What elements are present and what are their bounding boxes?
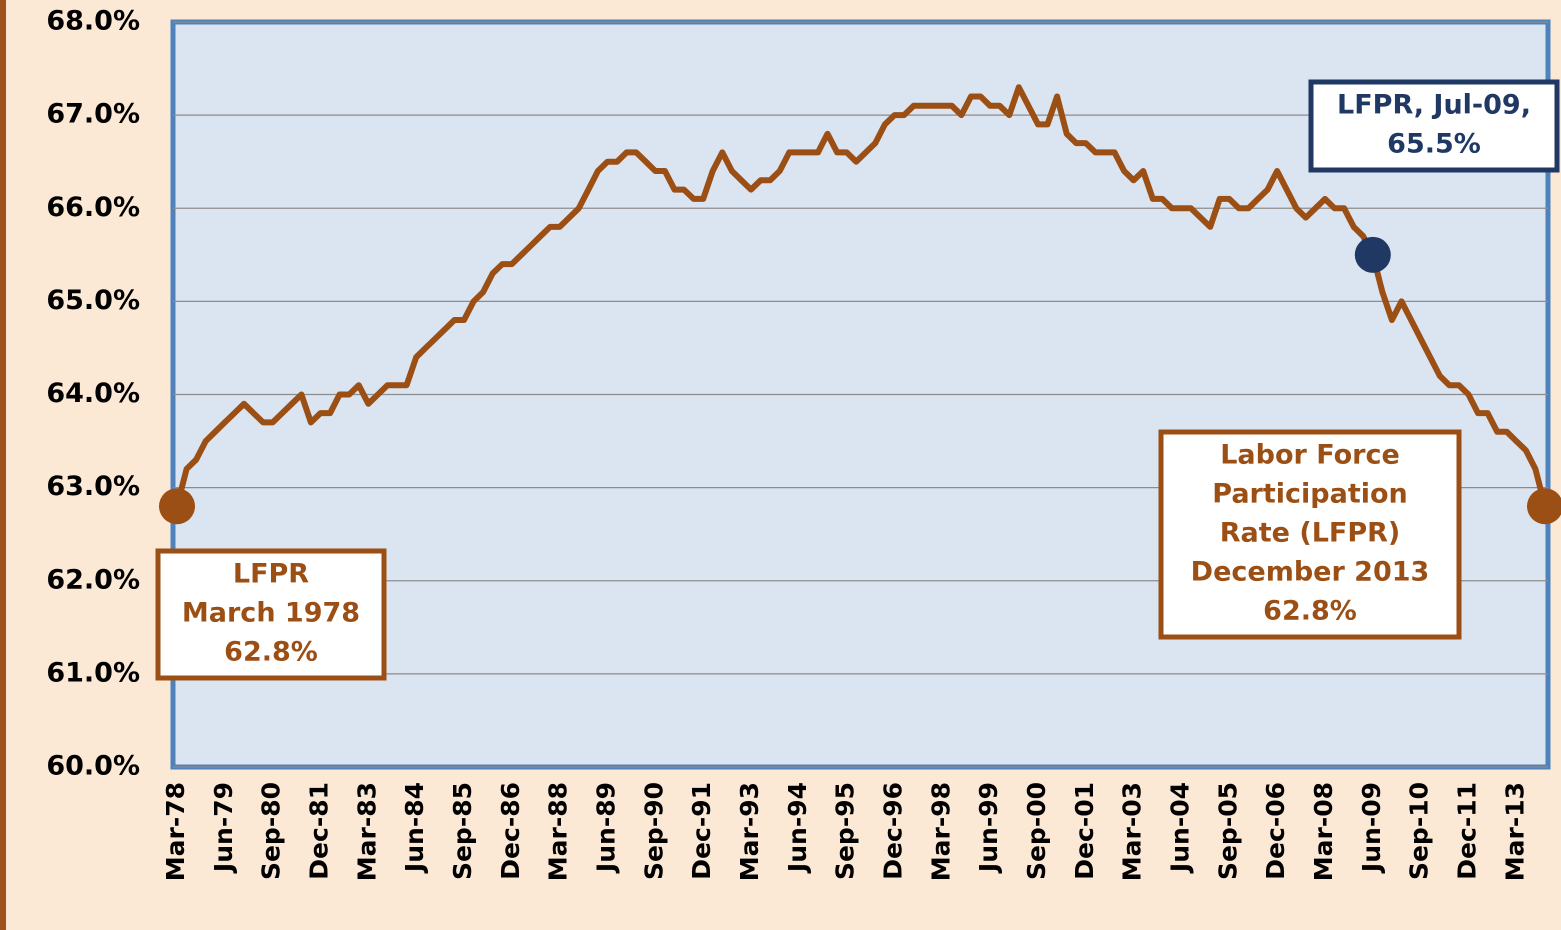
x-tick-label: Mar-13 [1500,782,1529,881]
y-tick-label: 64.0% [46,378,140,409]
x-tick-label: Jun-09 [1357,782,1386,874]
x-tick-label: Dec-06 [1261,782,1290,880]
annotation-text: Labor Force [1220,440,1400,471]
y-tick-label: 67.0% [46,99,140,130]
x-tick-label: Dec-86 [496,782,525,880]
annotation-text: LFPR, Jul-09, [1337,90,1531,121]
x-tick-label: Jun-04 [1165,782,1194,874]
x-tick-label: Jun-84 [400,782,429,874]
x-tick-label: Mar-93 [735,782,764,881]
x-tick-label: Sep-00 [1022,782,1051,880]
y-tick-label: 62.0% [46,564,140,595]
x-tick-label: Sep-85 [448,782,477,880]
x-tick-label: Dec-01 [1070,782,1099,880]
x-tick-label: Mar-08 [1309,782,1338,881]
x-tick-label: Mar-83 [352,782,381,881]
x-tick-label: Sep-95 [831,782,860,880]
x-tick-label: Sep-90 [639,782,668,880]
x-tick-label: Jun-99 [974,782,1003,874]
annotation-text: December 2013 [1191,557,1430,588]
annotation-text: Rate (LFPR) [1220,518,1401,549]
x-tick-label: Jun-89 [591,782,620,874]
annotation-text: 62.8% [1263,596,1357,627]
x-tick-label: Jun-79 [209,782,238,874]
y-tick-label: 61.0% [46,657,140,688]
y-tick-label: 65.0% [46,285,140,316]
annotation-box [155,548,387,681]
data-line [174,84,1548,508]
y-tick-label: 60.0% [46,751,140,782]
x-tick-label: Dec-96 [878,782,907,880]
x-tick-label: Dec-81 [304,782,333,880]
x-tick-label: Dec-91 [687,782,716,880]
x-tick-label: Sep-10 [1405,782,1434,880]
x-tick-label: Jun-94 [783,782,812,874]
x-tick-label: Mar-98 [926,782,955,881]
annotation-box [1308,79,1560,173]
highlight-point [159,488,195,525]
left-border [0,0,6,930]
x-tick-label: Sep-05 [1213,782,1242,880]
x-tick-label: Sep-80 [257,782,286,880]
marks [159,84,1561,525]
annotation-text: 65.5% [1387,129,1481,160]
x-tick-label: Mar-88 [544,782,573,881]
labels: 60.0% 61.0% 62.0% 63.0% 64.0% 65.0% 66.0% 67.0%… [46,6,1560,881]
annotation-text: 62.8% [224,637,318,668]
highlight-point [1527,488,1561,525]
y-tick-label: 66.0% [46,192,140,223]
highlight-point [1354,236,1391,273]
x-tick-label: Dec-11 [1452,782,1481,880]
annotation-box [1158,429,1462,640]
x-tick-label: Mar-78 [161,782,190,881]
y-tick-label: 63.0% [46,471,140,502]
annotation-text: March 1978 [182,598,360,629]
y-tick-label: 68.0% [46,6,140,37]
annotation-text: LFPR [233,559,309,590]
x-tick-label: Mar-03 [1118,782,1147,881]
annotation-text: Participation [1212,479,1408,510]
